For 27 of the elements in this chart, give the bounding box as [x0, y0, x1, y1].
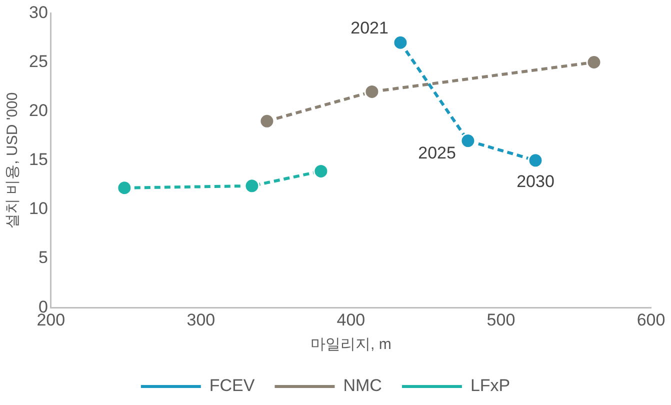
x-tick-label: 400 [336, 310, 366, 330]
point [313, 163, 329, 179]
legend-label: FCEV [209, 376, 256, 396]
y-tick-label: 10 [28, 199, 48, 218]
point [244, 178, 260, 194]
y-tick-label: 20 [28, 101, 48, 120]
point [116, 180, 132, 196]
annotation: 2025 [418, 143, 456, 162]
y-tick-label: 25 [28, 52, 48, 71]
x-axis-title: 마일리지, m [310, 336, 392, 354]
point [528, 152, 544, 168]
y-tick-label: 30 [28, 2, 48, 22]
y-tick-label: 5 [38, 248, 48, 268]
point [586, 54, 602, 70]
legend-label: NMC [343, 376, 382, 396]
point [259, 113, 275, 129]
x-tick-label: 300 [186, 310, 216, 330]
point [364, 84, 380, 100]
point [392, 34, 408, 50]
x-tick-label: 500 [486, 310, 516, 330]
annotation: 2030 [516, 172, 554, 192]
annotation: 2021 [350, 18, 388, 38]
point [460, 133, 476, 149]
y-tick-label: 15 [28, 150, 48, 170]
x-tick-label: 600 [636, 310, 666, 330]
legend-label: LFxP [470, 376, 510, 396]
y-axis-title: 설치 비용, USD '000 [4, 92, 22, 229]
